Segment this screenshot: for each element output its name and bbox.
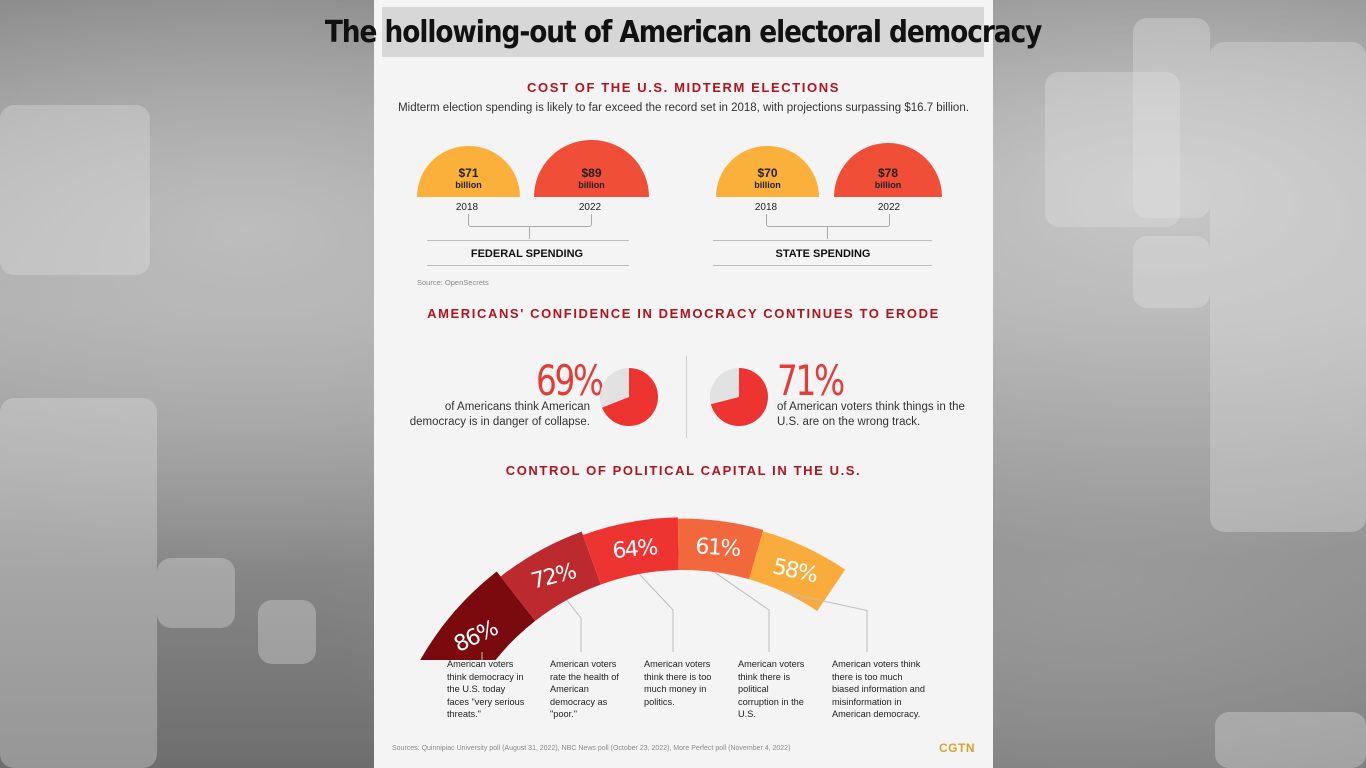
federal-2022-amount: $89 <box>581 166 602 180</box>
arc-leader-line-4 <box>714 571 770 652</box>
bg-shape <box>0 105 150 275</box>
state-bracket <box>766 214 890 227</box>
state-spending-label: STATE SPENDING <box>775 248 871 260</box>
confidence-heading: AMERICANS' CONFIDENCE IN DEMOCRACY CONTI… <box>427 306 940 321</box>
state-divider-bottom <box>713 265 932 266</box>
arc-label-3: 64% <box>611 535 658 564</box>
infographic-poster: The hollowing-out of American electoral … <box>325 0 1042 768</box>
arc-segment-2 <box>500 531 601 621</box>
page-title: The hollowing-out of American electoral … <box>324 14 1043 50</box>
bg-shape <box>1045 72 1180 227</box>
pie-slice <box>602 368 659 426</box>
cost-source: Source: OpenSecrets <box>417 278 489 287</box>
footer-sources: Sources: Quinnipiac University poll (Aug… <box>392 745 791 752</box>
federal-divider-bottom <box>427 265 629 266</box>
arc-segment-4 <box>677 518 764 580</box>
confidence-right-pct: 71% <box>777 356 845 405</box>
cgtn-logo: CGTN <box>939 741 975 755</box>
bg-shape <box>1210 42 1366 532</box>
federal-2022-unit: billion <box>578 180 605 190</box>
capital-heading: CONTROL OF POLITICAL CAPITAL IN THE U.S. <box>505 463 862 478</box>
federal-divider-top <box>427 240 629 241</box>
confidence-divider <box>686 356 687 438</box>
pie-slice <box>710 368 768 426</box>
capital-caption-2: American voters rate the health of Ameri… <box>550 659 619 719</box>
federal-2018-semicircle: $71 billion <box>417 146 520 197</box>
state-2018-year: 2018 <box>754 202 778 213</box>
state-divider-top <box>713 240 932 241</box>
state-2022-semicircle: $78 billion <box>834 143 942 197</box>
arc-leader-line-5 <box>784 591 868 652</box>
bg-shape <box>1133 236 1210 308</box>
federal-bracket <box>468 214 592 227</box>
confidence-right-pie <box>710 368 768 426</box>
state-2018-unit: billion <box>754 180 781 190</box>
federal-2018-year: 2018 <box>455 202 479 213</box>
state-2022-amount: $78 <box>877 166 899 180</box>
cost-heading: COST OF THE U.S. MIDTERM ELECTIONS <box>527 80 840 95</box>
capital-caption-3: American voters think there is too much … <box>644 659 712 707</box>
arc-segment-5 <box>749 531 846 612</box>
bg-shape <box>1215 712 1366 768</box>
arc-segment-3 <box>582 517 679 585</box>
title-bar: The hollowing-out of American electoral … <box>325 7 1042 57</box>
federal-spending-label: FEDERAL SPENDING <box>470 248 584 260</box>
bg-shape <box>258 600 316 664</box>
state-2022-unit: billion <box>874 180 902 190</box>
federal-2018-amount: $71 <box>458 166 479 180</box>
bg-shape <box>1133 18 1210 218</box>
confidence-left-pct: 69% <box>536 356 604 405</box>
state-2022-year: 2022 <box>877 202 901 213</box>
arc-segment-1 <box>420 571 536 660</box>
federal-2022-year: 2022 <box>578 202 602 213</box>
arc-leader-line-3 <box>638 573 674 652</box>
arc-label-4: 61% <box>695 534 742 562</box>
state-2018-amount: $70 <box>757 166 778 180</box>
federal-bracket-stem <box>529 227 530 239</box>
arc-leader-line-2 <box>566 599 582 652</box>
state-2018-semicircle: $70 billion <box>716 146 819 197</box>
capital-caption-5: American voters think there is too much … <box>832 659 925 719</box>
confidence-right-text: of American voters think things in the U… <box>777 401 965 428</box>
state-bracket-stem <box>827 227 828 239</box>
bg-shape <box>157 558 235 628</box>
confidence-left-text: of Americans think American democracy is… <box>409 401 590 428</box>
capital-caption-4: American voters think there is political… <box>738 659 805 719</box>
federal-2022-semicircle: $89 billion <box>534 140 649 197</box>
capital-caption-1: American voters think democracy in the U… <box>447 659 525 719</box>
cost-subtitle: Midterm election spending is likely to f… <box>398 102 969 114</box>
capital-arc-chart: 86%72%64% 61%58% <box>420 517 868 660</box>
bg-shape <box>0 398 157 768</box>
confidence-left-pie <box>600 368 659 426</box>
federal-2018-unit: billion <box>455 180 482 190</box>
